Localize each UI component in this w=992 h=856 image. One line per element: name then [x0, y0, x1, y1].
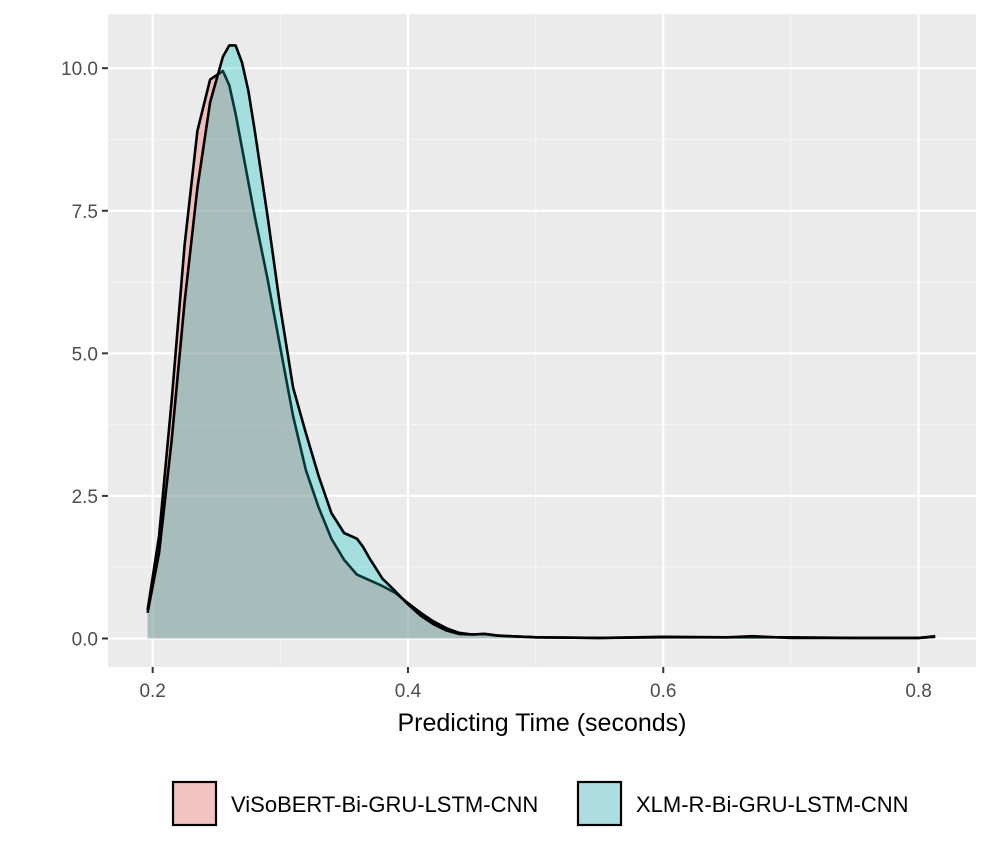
y-tick-label: 2.5 [72, 487, 98, 508]
grid-major [108, 14, 976, 667]
x-tick-label: 0.8 [905, 681, 931, 702]
legend-key-series-1 [171, 780, 218, 827]
density-area-series-1 [147, 71, 936, 639]
y-tick-label: 5.0 [72, 344, 98, 365]
legend-label-series-2: XLM-R-Bi-GRU-LSTM-CNN [636, 792, 909, 817]
y-tick-label: 7.5 [72, 202, 98, 223]
legend-key-series-2 [576, 780, 623, 827]
x-tick-label: 0.6 [650, 681, 676, 702]
density-line-series-2 [146, 44, 936, 640]
y-tick-label: 0.0 [72, 629, 98, 650]
density-area-series-2 [147, 45, 936, 639]
x-axis-title: Predicting Time (seconds) [397, 709, 686, 737]
x-axis: 0.2 0.4 0.6 0.8 [139, 667, 932, 702]
grid-minor [108, 14, 976, 667]
y-axis: 0.0 2.5 5.0 7.5 10.0 [61, 59, 108, 650]
legend-label-series-1: ViSoBERT-Bi-GRU-LSTM-CNN [231, 792, 538, 817]
x-tick-label: 0.4 [395, 681, 422, 702]
density-areas [146, 44, 936, 640]
y-tick-label: 10.0 [61, 59, 98, 80]
legend: ViSoBERT-Bi-GRU-LSTM-CNN XLM-R-Bi-GRU-LST… [171, 780, 909, 827]
x-tick-label: 0.2 [139, 681, 165, 702]
